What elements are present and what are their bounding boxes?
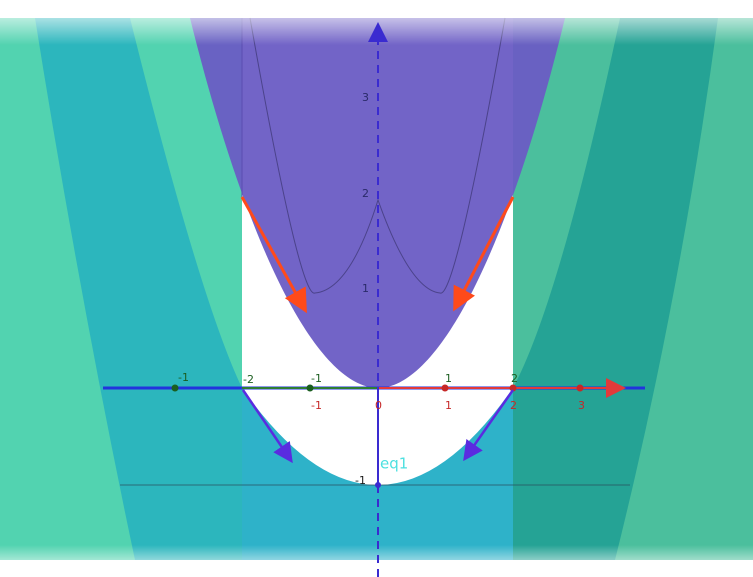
- vector: [240, 196, 307, 314]
- surfaces: [0, 17, 753, 560]
- point: [375, 482, 381, 488]
- fade: [0, 0, 753, 45]
- z-tick-label: -1: [355, 474, 366, 487]
- curve-label: eq1: [380, 455, 408, 473]
- x-tick-label: 2: [511, 372, 518, 385]
- vector: [453, 196, 515, 312]
- x-tick-label: 1: [445, 372, 452, 385]
- vector: [463, 389, 515, 462]
- y-tick-label: -2: [243, 373, 254, 386]
- fade: [0, 545, 753, 577]
- y-tick-label: -1: [311, 372, 322, 385]
- x-tick-label: 2: [510, 399, 517, 412]
- point: [509, 384, 517, 392]
- point: [576, 384, 584, 392]
- y-tick-label: -1: [311, 399, 322, 412]
- right-wall: [513, 18, 718, 560]
- vector: [241, 389, 293, 464]
- point: [441, 384, 449, 392]
- z-tick-label: 2: [362, 187, 369, 200]
- axes: [103, 22, 645, 577]
- origin-label: 0: [375, 399, 382, 412]
- left-wall: [35, 18, 242, 560]
- point: [171, 384, 179, 392]
- x-tick-label: 3: [578, 399, 585, 412]
- point: [306, 384, 314, 392]
- labels: 3 2 1 -1 -1 -2 -1 -1 1 2 1 2 3 0 eq1: [178, 91, 585, 487]
- mesh: [249, 17, 506, 294]
- y-tick-label: -1: [178, 371, 189, 384]
- z-tick-label: 1: [362, 282, 369, 295]
- z-tick-label: 3: [362, 91, 369, 104]
- x-tick-label: 1: [445, 399, 452, 412]
- vectors: [240, 196, 515, 464]
- lower-bowl: [242, 388, 513, 560]
